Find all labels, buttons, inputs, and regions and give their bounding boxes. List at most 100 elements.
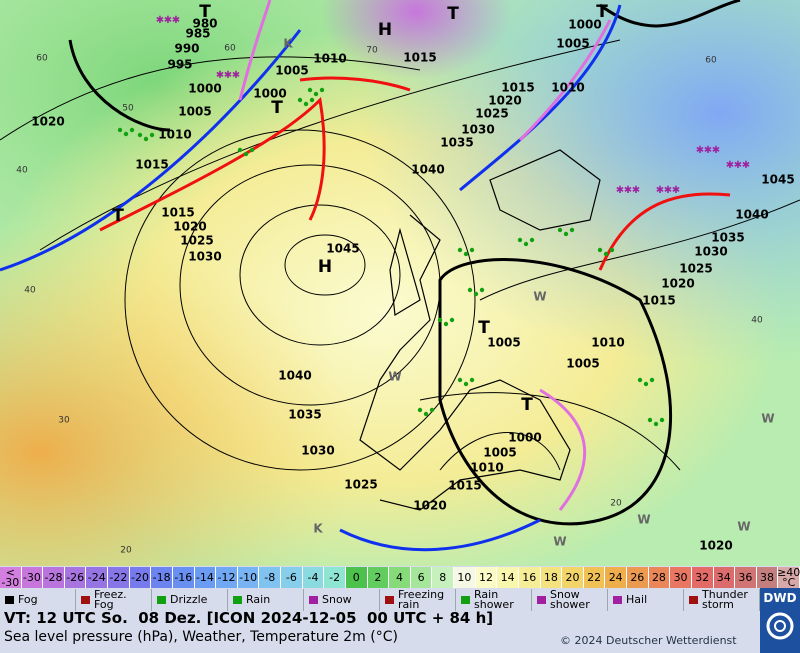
legend-item: Freezing rain	[380, 589, 456, 611]
isobar-label: 1030	[461, 123, 494, 137]
rain-symbol	[137, 132, 143, 138]
colorbar-cell: 10	[454, 567, 476, 588]
temperature-label: 40	[24, 286, 36, 296]
isobar-label: 1000	[253, 87, 286, 101]
temperature-label: 60	[36, 54, 48, 64]
snow-symbol: ✱	[632, 185, 640, 196]
legend-icon	[81, 596, 90, 604]
colorbar-cell: -22	[108, 567, 130, 588]
rain-symbol	[123, 131, 129, 137]
isobar-label: 1025	[344, 478, 377, 492]
isobar-label: 1020	[173, 220, 206, 234]
isobar-label: 1015	[403, 51, 436, 65]
snow-symbol: ✱	[712, 145, 720, 156]
pressure-center: T	[478, 318, 490, 338]
snow-symbol: ✱	[172, 15, 180, 26]
isobar-label: 1005	[487, 336, 520, 350]
snow-symbol: ✱	[726, 160, 734, 171]
snow-symbol: ✱	[734, 160, 742, 171]
valid-time: VT: 12 UTC So. 08 Dez. [ICON 2024-12-05 …	[4, 609, 494, 627]
colorbar-cell: 38	[756, 567, 779, 588]
rain-symbol	[529, 237, 535, 243]
colorbar-cell: ≥40 °C	[777, 565, 800, 589]
colorbar-cell: 14	[497, 567, 519, 588]
isobar-label: 1015	[135, 158, 168, 172]
legend-label: Hail	[626, 593, 648, 606]
rain-symbol	[647, 417, 653, 423]
rain-symbol	[237, 147, 243, 153]
legend-icon	[157, 596, 166, 604]
snow-symbol: ✱	[704, 145, 712, 156]
rain-symbol	[307, 87, 313, 93]
logo-icon	[766, 612, 794, 640]
isobar-label: 1020	[413, 499, 446, 513]
isobar-label: 1030	[694, 245, 727, 259]
colorbar-cell: 36	[735, 567, 757, 588]
logo: DWD	[760, 588, 800, 653]
rain-symbol	[463, 381, 469, 387]
rain-symbol	[653, 421, 659, 427]
legend-label: Rain shower	[474, 588, 514, 611]
isobar-label: 1020	[699, 539, 732, 553]
snow-symbol: ✱	[224, 70, 232, 81]
colorbar-cell: -26	[64, 567, 87, 588]
colorbar-cell: 28	[648, 567, 671, 588]
isobar-label: 1010	[158, 128, 191, 142]
isobar-label: 1020	[661, 277, 694, 291]
isobar-label: 985	[185, 27, 210, 41]
rain-symbol	[659, 417, 665, 423]
temperature-label: 70	[366, 46, 378, 56]
legend-icon	[461, 596, 470, 604]
snow-symbol: ✱	[156, 15, 164, 26]
legend-label: Fog	[18, 593, 38, 606]
legend-item: Freez. Fog	[76, 589, 152, 611]
colorbar-cell: -10	[237, 567, 260, 588]
pressure-center: H	[378, 20, 392, 40]
isobar-label: 1015	[448, 479, 481, 493]
snow-symbol: ✱	[616, 185, 624, 196]
legend-item: Drizzle	[152, 589, 228, 611]
colorbar-cell: 20	[562, 567, 584, 588]
rain-symbol	[243, 151, 249, 157]
colorbar-cell: -12	[216, 567, 238, 588]
temperature-label: 50	[122, 104, 134, 114]
colorbar-cell: -6	[281, 567, 303, 588]
rain-symbol	[479, 287, 485, 293]
rain-symbol	[457, 247, 463, 253]
rain-symbol	[149, 132, 155, 138]
rain-symbol	[423, 411, 429, 417]
rain-symbol	[523, 241, 529, 247]
pressure-center: W	[637, 513, 650, 527]
isobar-label: 1035	[288, 408, 321, 422]
legend-icon	[5, 596, 14, 604]
temperature-label: 30	[58, 416, 70, 426]
pressure-center: W	[533, 290, 546, 304]
legend-label: Rain	[246, 593, 271, 606]
temperature-label: 40	[16, 166, 28, 176]
isobar-label: 1020	[488, 94, 521, 108]
isobar-label: 1000	[508, 431, 541, 445]
legend-icon	[309, 596, 318, 604]
colorbar-cell: 0	[345, 567, 368, 588]
colorbar-cell: 30	[670, 567, 692, 588]
pressure-center: W	[388, 370, 401, 384]
colorbar-cell: < -30	[0, 567, 22, 588]
snow-symbol: ✱	[656, 185, 664, 196]
legend-icon	[537, 596, 546, 604]
colorbar-cell: -18	[151, 567, 173, 588]
legend-icon	[385, 596, 394, 604]
snow-symbol: ✱	[742, 160, 750, 171]
isobar-label: 1010	[591, 336, 624, 350]
colorbar-cell: 18	[540, 567, 563, 588]
temperature-label: 20	[120, 546, 132, 556]
rain-symbol	[637, 377, 643, 383]
rain-symbol	[449, 317, 455, 323]
rain-symbol	[117, 127, 123, 133]
colorbar-cell: 16	[518, 567, 541, 588]
snow-symbol: ✱	[696, 145, 704, 156]
colorbar-cell: -30	[21, 567, 44, 588]
colorbar-cell: 8	[432, 567, 455, 588]
isobar-label: 1025	[475, 107, 508, 121]
rain-symbol	[443, 321, 449, 327]
